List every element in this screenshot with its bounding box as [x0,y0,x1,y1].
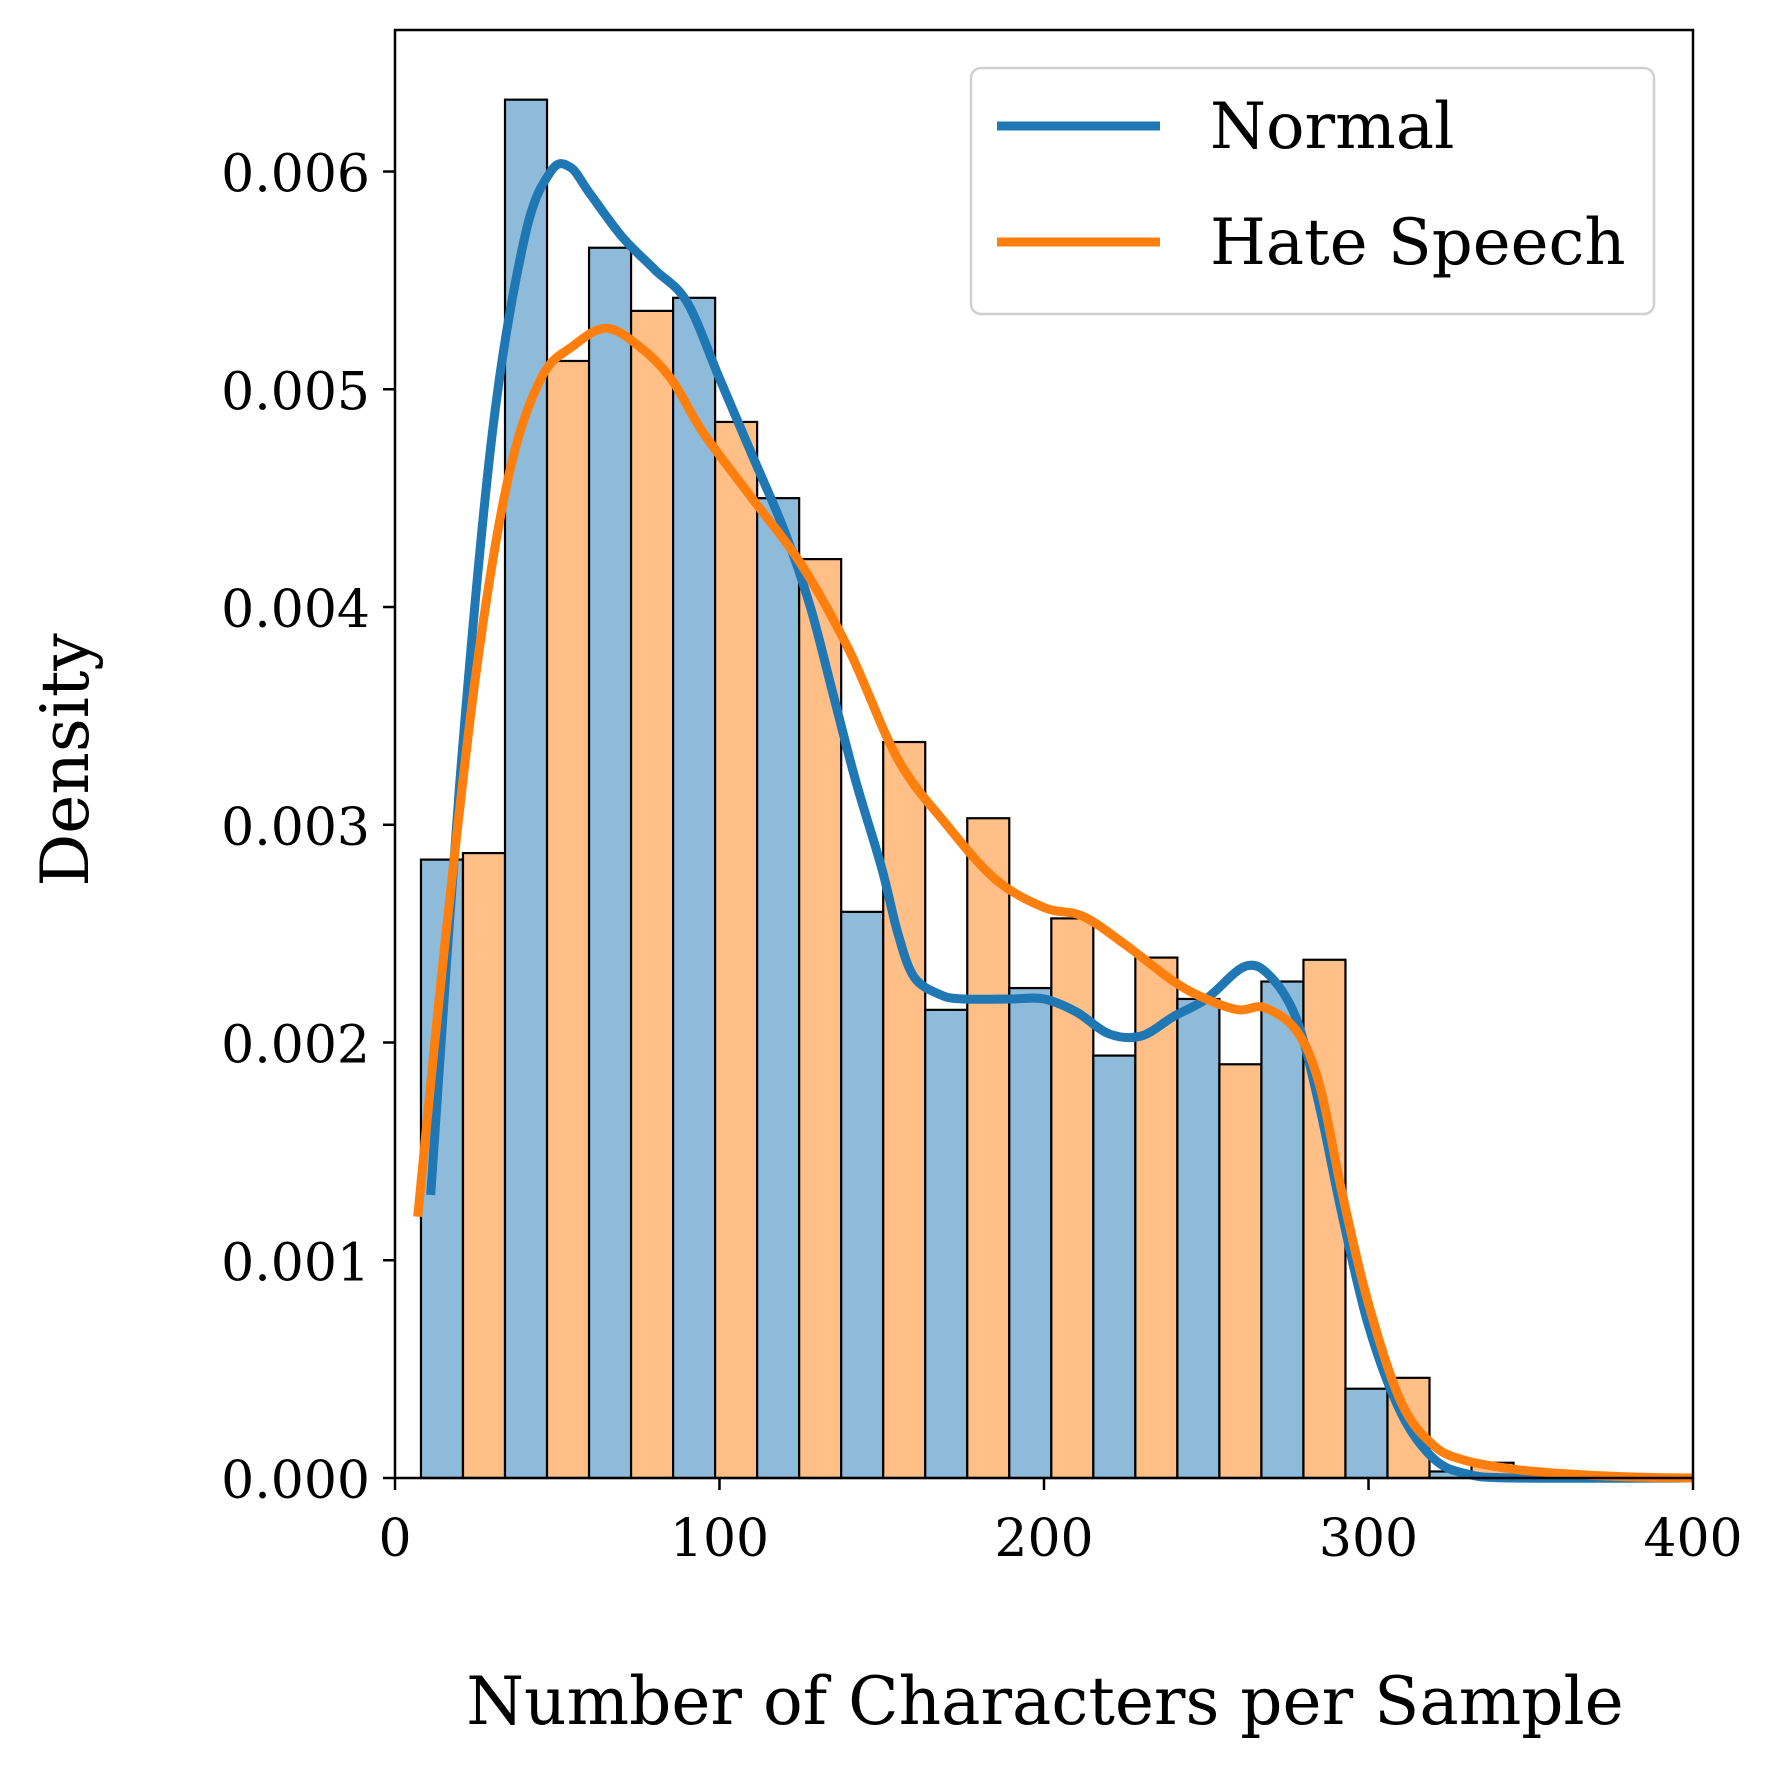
y-axis-label: Density [27,633,104,887]
hate-speech-bar-5 [882,740,927,1480]
axes: 0 100 200 300 400 0.000 0.001 0.002 0.003 0.004 0.… [221,28,1743,1569]
x-tick-label-2: 200 [994,1509,1093,1569]
histogram-bars [419,98,1599,1480]
hate-speech-bar-8 [1134,956,1179,1480]
y-tick-label-0: 0.000 [221,1451,370,1511]
hate-speech-bar-2 [629,309,675,1480]
y-tick-label-3: 0.003 [221,798,370,858]
normal-bar-4 [756,497,801,1480]
normal-bar-7 [1008,986,1053,1480]
y-tick-label-1: 0.001 [221,1233,370,1293]
hate-speech-bar-0 [461,851,507,1480]
hate-speech-kde-line [413,323,1694,1483]
normal-kde-line [426,159,1694,1483]
x-tick-label-4: 400 [1643,1509,1742,1569]
hate-speech-bar-1 [545,359,591,1480]
normal-bar-5 [840,910,885,1480]
y-tick-label-2: 0.002 [221,1016,370,1076]
y-tick-label-4: 0.004 [221,580,370,640]
hate-speech-bar-9 [1218,1063,1263,1480]
normal-bar-10 [1260,980,1305,1480]
y-tick-label-6: 0.006 [221,145,370,205]
normal-bar-11 [1344,1387,1389,1480]
legend-label-hate-speech: Hate Speech [1210,206,1626,280]
normal-bar-6 [924,1008,969,1480]
kde-curves [413,159,1694,1483]
normal-bar-9 [1176,997,1221,1480]
normal-bar-3 [671,296,717,1480]
normal-bar-2 [587,246,633,1480]
hate-speech-bar-6 [966,817,1011,1480]
x-tick-label-1: 100 [670,1509,769,1569]
x-tick-label-0: 0 [378,1509,411,1569]
hate-speech-bar-3 [714,420,759,1480]
legend-label-normal: Normal [1210,90,1454,164]
legend: Normal Hate Speech [969,66,1656,316]
normal-bar-8 [1092,1054,1137,1480]
x-axis-label: Number of Characters per Sample [466,1663,1623,1740]
x-tick-label-3: 300 [1319,1509,1418,1569]
y-tick-label-5: 0.005 [221,362,370,422]
